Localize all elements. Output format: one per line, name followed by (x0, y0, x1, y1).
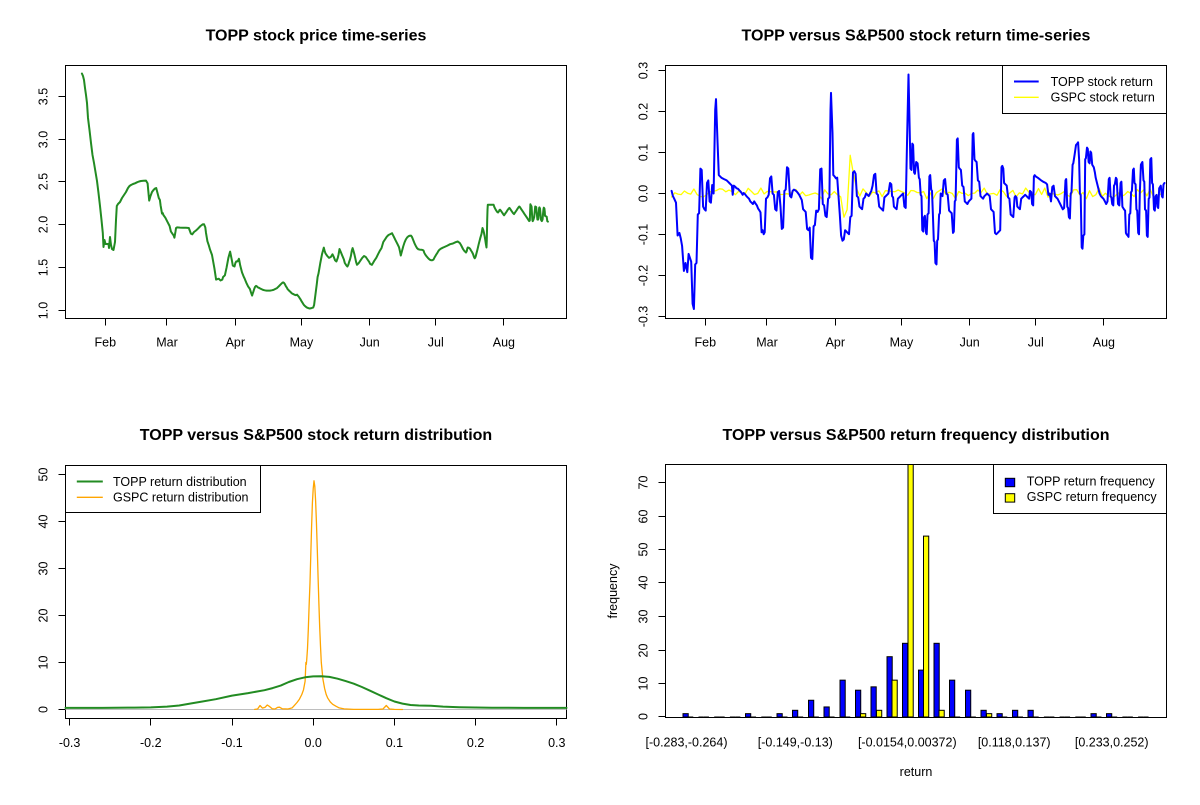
svg-text:Apr: Apr (226, 336, 245, 350)
svg-text:Jun: Jun (360, 336, 380, 350)
svg-text:GSPC stock return: GSPC stock return (1051, 91, 1155, 105)
svg-text:3.5: 3.5 (37, 88, 51, 105)
svg-text:1.0: 1.0 (37, 302, 51, 319)
svg-text:-0.2: -0.2 (140, 736, 162, 750)
svg-text:0.3: 0.3 (637, 62, 651, 79)
svg-text:0.2: 0.2 (637, 103, 651, 120)
svg-text:return: return (900, 765, 933, 779)
svg-text:0.1: 0.1 (637, 144, 651, 161)
svg-text:Jun: Jun (960, 336, 980, 350)
svg-text:[-0.149,-0.13): [-0.149,-0.13) (758, 736, 833, 750)
svg-text:TOPP versus S&P500 stock retur: TOPP versus S&P500 stock return distribu… (140, 427, 492, 444)
svg-text:-0.3: -0.3 (637, 306, 651, 328)
svg-text:Jul: Jul (428, 336, 444, 350)
svg-text:0.0: 0.0 (305, 736, 322, 750)
svg-text:0.3: 0.3 (548, 736, 565, 750)
svg-text:May: May (890, 336, 914, 350)
svg-text:[-0.283,-0.264): [-0.283,-0.264) (646, 736, 728, 750)
svg-text:70: 70 (637, 476, 651, 490)
svg-text:TOPP return frequency: TOPP return frequency (1027, 475, 1156, 489)
svg-text:2.5: 2.5 (37, 173, 51, 190)
svg-text:0.2: 0.2 (467, 736, 484, 750)
svg-text:GSPC return frequency: GSPC return frequency (1027, 490, 1158, 504)
svg-text:3.0: 3.0 (37, 131, 51, 148)
svg-text:0: 0 (637, 713, 651, 720)
svg-text:May: May (290, 336, 314, 350)
svg-text:TOPP versus S&P500 stock retur: TOPP versus S&P500 stock return time-ser… (742, 27, 1091, 44)
svg-text:TOPP return distribution: TOPP return distribution (113, 475, 247, 489)
svg-text:[-0.0154,0.00372): [-0.0154,0.00372) (858, 736, 957, 750)
svg-text:frequency: frequency (606, 563, 620, 619)
svg-text:Apr: Apr (826, 336, 845, 350)
svg-text:50: 50 (37, 468, 51, 482)
svg-text:Aug: Aug (493, 336, 515, 350)
svg-text:Mar: Mar (756, 336, 778, 350)
svg-text:60: 60 (637, 510, 651, 524)
svg-text:Aug: Aug (1093, 336, 1115, 350)
svg-text:TOPP versus S&P500 return freq: TOPP versus S&P500 return frequency dist… (722, 427, 1109, 444)
svg-text:[0.118,0.137): [0.118,0.137) (978, 736, 1051, 750)
svg-text:-0.2: -0.2 (637, 265, 651, 287)
svg-text:1.5: 1.5 (37, 259, 51, 276)
svg-text:40: 40 (637, 576, 651, 590)
svg-text:Feb: Feb (695, 336, 717, 350)
svg-text:Mar: Mar (156, 336, 178, 350)
svg-text:Jul: Jul (1028, 336, 1044, 350)
svg-text:30: 30 (637, 610, 651, 624)
svg-text:TOPP stock return: TOPP stock return (1051, 75, 1153, 89)
svg-text:2.0: 2.0 (37, 216, 51, 233)
svg-text:30: 30 (37, 562, 51, 576)
svg-text:10: 10 (637, 677, 651, 691)
svg-text:50: 50 (637, 543, 651, 557)
svg-text:20: 20 (637, 644, 651, 658)
svg-text:10: 10 (37, 656, 51, 670)
svg-text:20: 20 (37, 609, 51, 623)
svg-text:-0.1: -0.1 (637, 224, 651, 246)
svg-text:[0.233,0.252): [0.233,0.252) (1075, 736, 1149, 750)
svg-text:-0.1: -0.1 (221, 736, 243, 750)
svg-text:GSPC return distribution: GSPC return distribution (113, 491, 249, 505)
svg-text:-0.3: -0.3 (59, 736, 81, 750)
svg-text:0: 0 (37, 706, 51, 713)
svg-text:40: 40 (37, 515, 51, 529)
svg-text:0.0: 0.0 (637, 185, 651, 202)
svg-text:Feb: Feb (95, 336, 117, 350)
svg-text:0.1: 0.1 (386, 736, 403, 750)
svg-text:TOPP stock price time-series: TOPP stock price time-series (206, 27, 427, 44)
